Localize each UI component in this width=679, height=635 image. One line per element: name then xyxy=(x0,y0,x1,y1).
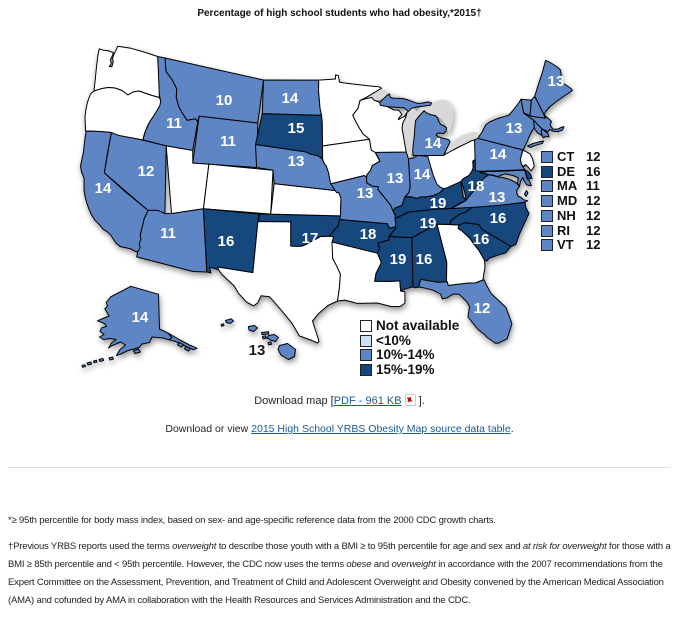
svg-text:13: 13 xyxy=(387,170,404,187)
svg-text:16: 16 xyxy=(416,251,433,268)
svg-text:16: 16 xyxy=(473,231,490,248)
svg-text:14: 14 xyxy=(414,166,431,183)
svg-text:11: 11 xyxy=(166,115,182,132)
svg-text:18: 18 xyxy=(360,226,377,243)
svg-text:13: 13 xyxy=(357,185,374,202)
svg-text:14: 14 xyxy=(95,180,112,197)
svg-text:14: 14 xyxy=(282,90,299,107)
svg-text:13: 13 xyxy=(506,120,523,137)
svg-text:14: 14 xyxy=(490,146,507,163)
svg-text:14: 14 xyxy=(425,135,442,152)
svg-text:14: 14 xyxy=(132,309,149,326)
svg-text:12: 12 xyxy=(138,163,155,180)
svg-text:18: 18 xyxy=(468,178,485,195)
svg-text:19: 19 xyxy=(430,195,447,212)
svg-text:12: 12 xyxy=(474,300,491,317)
svg-text:13: 13 xyxy=(548,73,565,90)
svg-text:13: 13 xyxy=(489,189,506,206)
svg-text:15: 15 xyxy=(288,120,305,137)
svg-text:19: 19 xyxy=(420,215,437,232)
svg-text:19: 19 xyxy=(390,251,407,268)
svg-text:17: 17 xyxy=(302,230,319,247)
svg-text:13: 13 xyxy=(288,153,305,170)
svg-text:11: 11 xyxy=(220,133,236,150)
svg-text:16: 16 xyxy=(490,210,507,227)
svg-text:16: 16 xyxy=(218,233,235,250)
svg-text:13: 13 xyxy=(249,342,266,359)
svg-text:11: 11 xyxy=(160,225,176,242)
svg-text:10: 10 xyxy=(216,92,233,109)
